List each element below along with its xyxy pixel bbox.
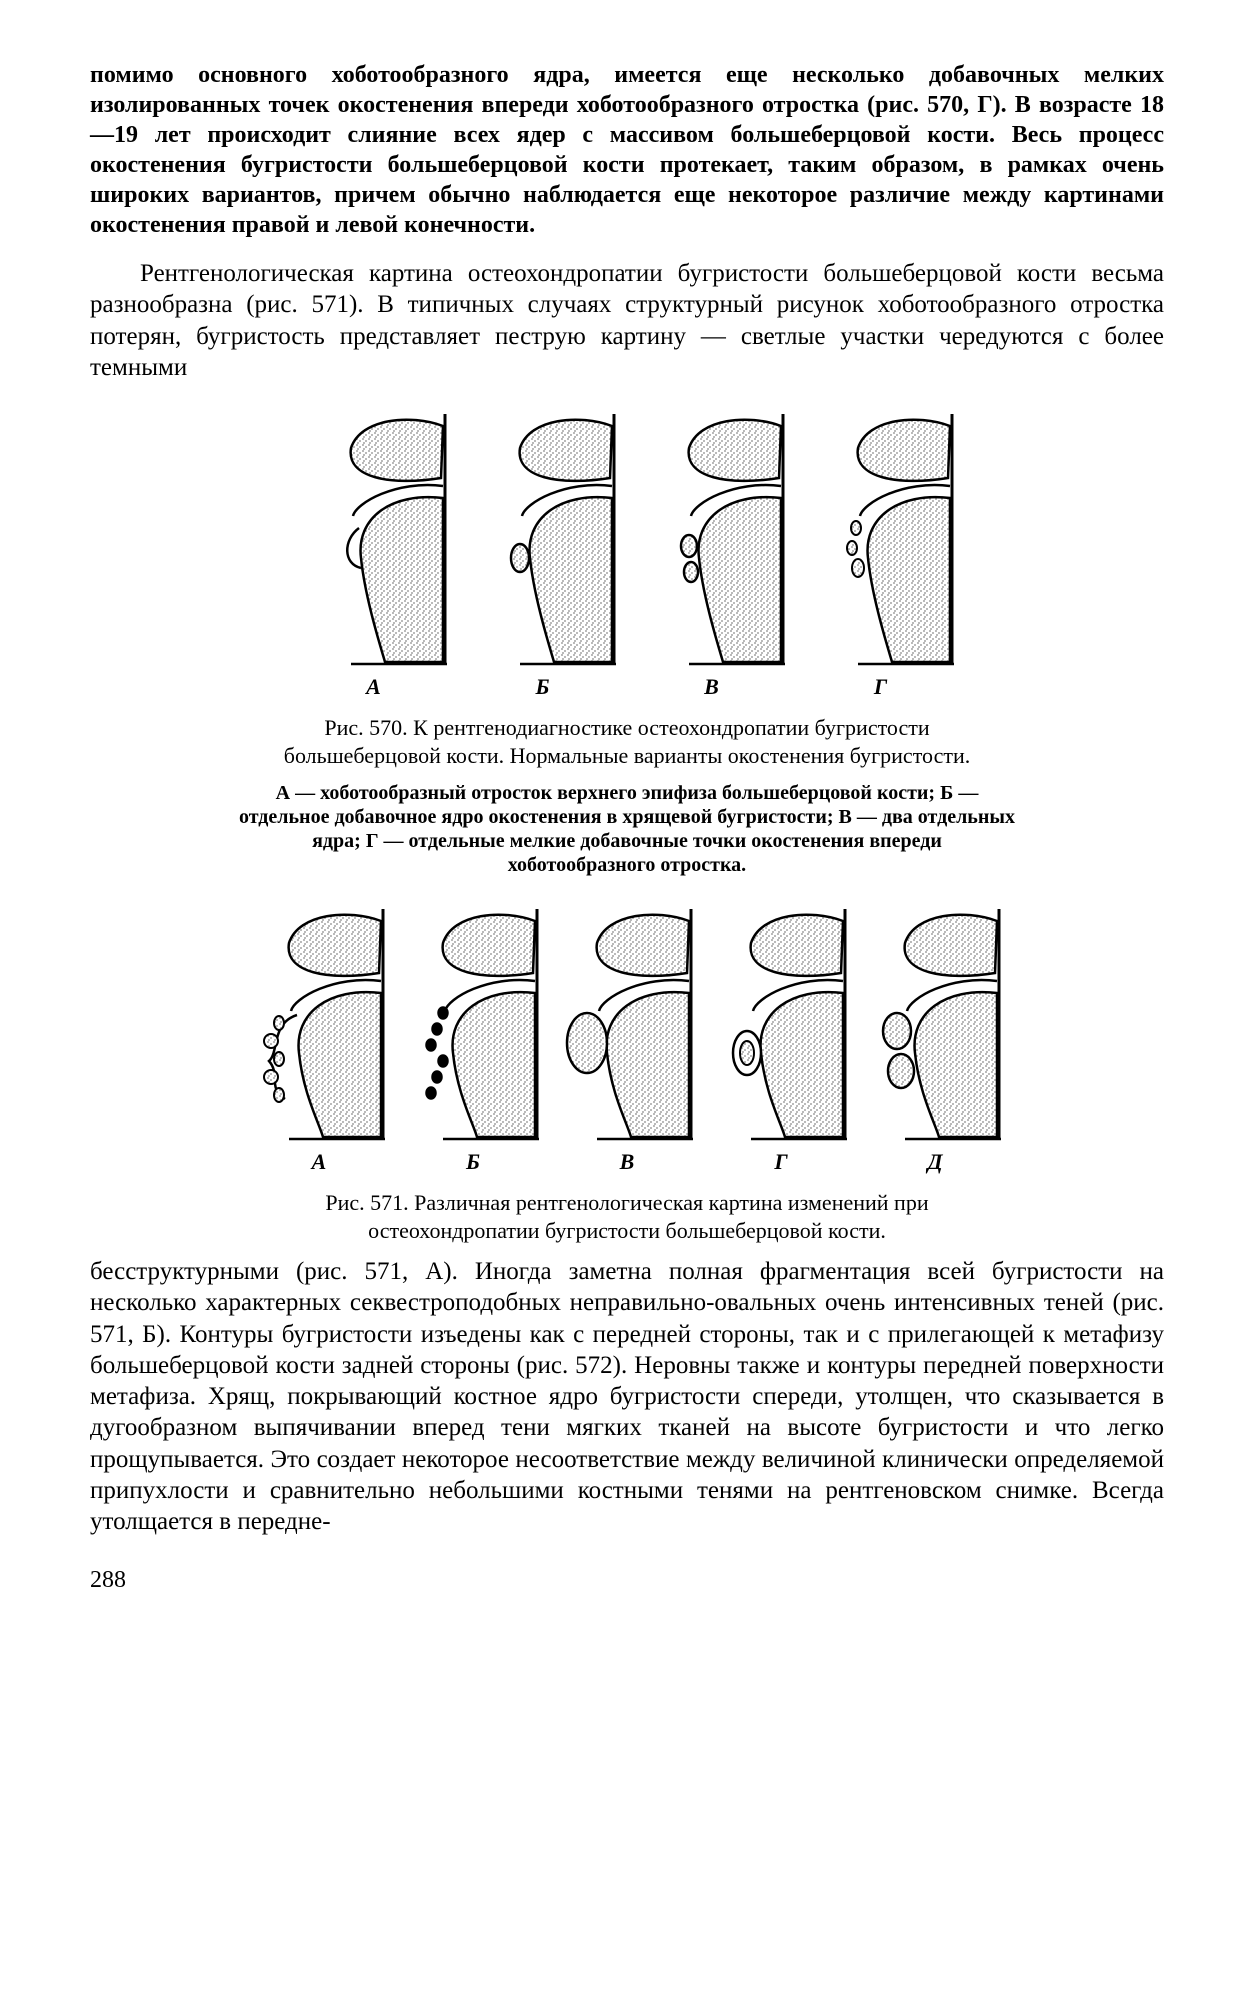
- panel-label: Б: [466, 1149, 480, 1175]
- figure-571-panel: Г: [711, 903, 851, 1175]
- mid-paragraph: Рентгенологическая картина остеохондропа…: [90, 258, 1164, 383]
- panel-label: В: [704, 674, 719, 700]
- figure-571-panel: В: [557, 903, 697, 1175]
- panel-label: Б: [536, 674, 550, 700]
- panel-label: А: [312, 1149, 327, 1175]
- figure-571-panel: А: [249, 903, 389, 1175]
- figure-570-panel: А: [296, 408, 451, 700]
- page-number: 288: [90, 1567, 1164, 1594]
- panel-label: Д: [927, 1149, 942, 1175]
- panel-label: Г: [774, 1149, 787, 1175]
- figure-570-subcaption: А — хоботообразный отросток верхнего эпи…: [237, 781, 1017, 877]
- figure-571-caption: Рис. 571. Различная рентгенологическая к…: [247, 1189, 1007, 1244]
- figure-571-row: А Б В: [90, 903, 1164, 1175]
- panel-label: Г: [874, 674, 887, 700]
- bottom-paragraph: бесструктурными (рис. 571, А). Иногда за…: [90, 1256, 1164, 1537]
- figure-570-panel: Б: [465, 408, 620, 700]
- panel-label: А: [366, 674, 381, 700]
- figure-570-panel: В: [634, 408, 789, 700]
- figure-571-panel: Б: [403, 903, 543, 1175]
- figure-570-caption: Рис. 570. К рентгенодиагностике остеохон…: [247, 714, 1007, 769]
- panel-label: В: [620, 1149, 635, 1175]
- figure-570-row: А Б В: [90, 408, 1164, 700]
- figure-570-panel: Г: [803, 408, 958, 700]
- figure-571-panel: Д: [865, 903, 1005, 1175]
- intro-paragraph: помимо основного хоботообразного ядра, и…: [90, 60, 1164, 240]
